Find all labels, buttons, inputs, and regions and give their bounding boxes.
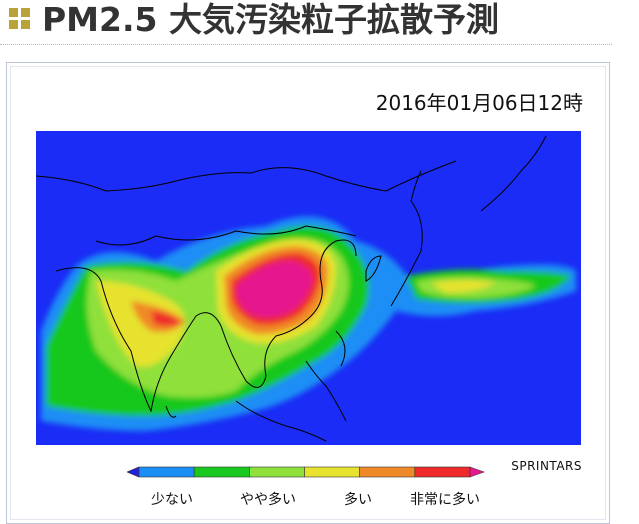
credit: SPRINTARS bbox=[511, 459, 582, 473]
colorbar-arrow bbox=[127, 466, 140, 478]
colorbar-arrow bbox=[469, 466, 485, 478]
colorbar-segment bbox=[249, 466, 305, 478]
colorbar-label: 少ない bbox=[151, 492, 193, 508]
divider bbox=[0, 44, 612, 45]
colorbar-label: 非常に多い bbox=[410, 492, 480, 508]
page: {"header": {"title": "PM2.5 大気汚染粒子拡散予測"}… bbox=[0, 0, 612, 524]
coastlines bbox=[36, 135, 547, 442]
title-icon bbox=[9, 8, 31, 30]
map bbox=[36, 131, 581, 445]
colorbar bbox=[127, 466, 485, 478]
pollution-field bbox=[41, 216, 576, 431]
colorbar-label: 多い bbox=[344, 492, 372, 508]
colorbar-segment bbox=[138, 466, 195, 478]
page-title: PM2.5 大気汚染粒子拡散予測 bbox=[42, 0, 499, 39]
colorbar-segment bbox=[304, 466, 360, 478]
colorbar-segment bbox=[414, 466, 471, 478]
timestamp: 2016年01月06日12時 bbox=[375, 91, 583, 115]
colorbar-segment bbox=[193, 466, 250, 478]
map-panel: 2016年01月06日12時 bbox=[6, 62, 610, 524]
colorbar-segment bbox=[359, 466, 416, 478]
colorbar-label: やや多い bbox=[240, 492, 296, 508]
